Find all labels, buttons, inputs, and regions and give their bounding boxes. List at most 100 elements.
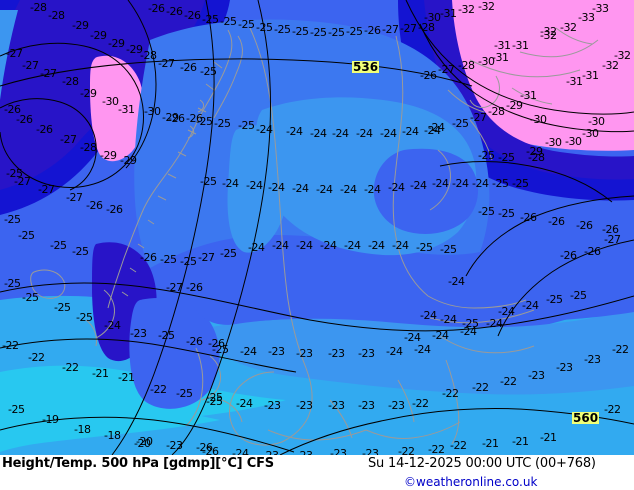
temperature-label: -25 xyxy=(160,253,177,266)
temperature-label: -18 xyxy=(74,423,91,436)
temperature-label: -28 xyxy=(140,49,157,62)
temperature-label: -22 xyxy=(398,445,415,455)
temperature-label: -26 xyxy=(180,61,197,74)
temperature-label: -30 xyxy=(144,105,161,118)
temperature-label: -28 xyxy=(488,105,505,118)
temperature-label: -28 xyxy=(30,1,47,14)
temperature-label: -23 xyxy=(358,347,375,360)
temperature-label: -27 xyxy=(38,183,55,196)
temperature-label: -31 xyxy=(494,39,511,52)
temperature-label: -27 xyxy=(6,47,23,60)
temperature-label: -24 xyxy=(296,239,313,252)
fill-pink-core-left xyxy=(90,55,145,162)
temperature-label: -22 xyxy=(612,343,629,356)
temperature-label: -24 xyxy=(104,319,121,332)
temperature-label: -32 xyxy=(458,3,475,16)
temperature-label: -24 xyxy=(522,299,539,312)
temperature-label: -25 xyxy=(440,243,457,256)
geopotential-height-label: 560 xyxy=(572,411,600,425)
temperature-label: -24 xyxy=(472,177,489,190)
temperature-label: -25 xyxy=(76,311,93,324)
temperature-label: -25 xyxy=(462,317,479,330)
temperature-label: -25 xyxy=(8,403,25,416)
temperature-label: -31 xyxy=(566,75,583,88)
temperature-label: -26 xyxy=(168,112,185,125)
temperature-label: -26 xyxy=(364,24,381,37)
temperature-label: -22 xyxy=(62,361,79,374)
temperature-label: -23 xyxy=(328,399,345,412)
temperature-label: -31 xyxy=(520,89,537,102)
temperature-label: -23 xyxy=(528,369,545,382)
temperature-label: -24 xyxy=(310,127,327,140)
temperature-label: -27 xyxy=(40,67,57,80)
temperature-label: -23 xyxy=(296,450,313,455)
temperature-label: -29 xyxy=(506,99,523,112)
temperature-label: -24 xyxy=(272,239,289,252)
fill-royal-balticn xyxy=(190,288,634,325)
temperature-label: -25 xyxy=(546,293,563,306)
temperature-label: -27 xyxy=(400,22,417,35)
fill-lightblue-baltic xyxy=(196,306,634,395)
temperature-label: -25 xyxy=(220,15,237,28)
temperature-label: -23 xyxy=(556,361,573,374)
temperature-label: -22 xyxy=(2,339,19,352)
temperature-label: -30 xyxy=(102,95,119,108)
temperature-label: -26 xyxy=(36,123,53,136)
temperature-label: -26 xyxy=(584,245,601,258)
temperature-label: -26 xyxy=(548,215,565,228)
temperature-label: -26 xyxy=(602,223,619,236)
temperature-label: -32 xyxy=(540,25,557,38)
temperature-label: -26 xyxy=(208,337,225,350)
temperature-label: -27 xyxy=(470,111,487,124)
temperature-label: -25 xyxy=(498,207,515,220)
temperature-label: -25 xyxy=(478,205,495,218)
temperature-label: -24 xyxy=(414,343,431,356)
temperature-label: -25 xyxy=(6,167,23,180)
temperature-label: -26 xyxy=(576,219,593,232)
temperature-label: -25 xyxy=(310,26,327,39)
temperature-label: -23 xyxy=(330,447,347,455)
map-canvas[interactable]: -28 -28 -29 -29 -29 -29 -28 -27 -26 -25 -27 -27 -27-… xyxy=(0,0,634,455)
temperature-label: -28 xyxy=(80,141,97,154)
temperature-label: -25 xyxy=(18,229,35,242)
temperature-label: -25 xyxy=(212,343,229,356)
temperature-label: -23 xyxy=(388,399,405,412)
temperature-label: -30 xyxy=(530,113,547,126)
temperature-label: -29 xyxy=(526,145,543,158)
temperature-label: -24 xyxy=(222,177,239,190)
temperature-label: -30 xyxy=(565,135,582,148)
temperature-label: -25 xyxy=(206,391,223,404)
temperature-label: -25 xyxy=(200,175,217,188)
temperature-label: -24 xyxy=(486,317,503,330)
footer-bar: Height/Temp. 500 hPa [gdmp][°C] CFS Su 1… xyxy=(0,455,634,490)
temperature-label: -27 xyxy=(382,23,399,36)
footer-credit[interactable]: ©weatheronline.co.uk xyxy=(404,475,538,489)
temperature-label: -22 xyxy=(450,439,467,452)
temperature-label: -25 xyxy=(498,151,515,164)
temperature-label: -20 xyxy=(134,437,151,450)
temperature-label: -25 xyxy=(196,115,213,128)
temperature-label: -27 xyxy=(166,281,183,294)
temperature-label: -29 xyxy=(120,154,137,167)
temperature-label: -26 xyxy=(184,9,201,22)
temperature-label: -24 xyxy=(386,345,403,358)
temperature-label: -25 xyxy=(214,117,231,130)
temperature-label: -26 xyxy=(560,249,577,262)
temperature-label: -24 xyxy=(424,124,441,137)
temperature-label: -24 xyxy=(344,239,361,252)
temperature-label: -24 xyxy=(432,329,449,342)
temperature-label: -32 xyxy=(614,49,631,62)
temperature-label: -23 xyxy=(362,447,379,455)
temperature-label: -27 xyxy=(60,133,77,146)
temperature-label: -23 xyxy=(328,347,345,360)
temperature-label: -25 xyxy=(4,277,21,290)
temperature-label: -25 xyxy=(512,177,529,190)
temperature-label: -24 xyxy=(356,127,373,140)
temperature-label: -31 xyxy=(582,69,599,82)
temperature-label: -30 xyxy=(588,115,605,128)
temperature-label: -33 xyxy=(578,11,595,24)
temperature-label: -23 xyxy=(296,347,313,360)
temperature-label: -28 xyxy=(62,75,79,88)
geopotential-height-label: 536 xyxy=(352,60,380,74)
